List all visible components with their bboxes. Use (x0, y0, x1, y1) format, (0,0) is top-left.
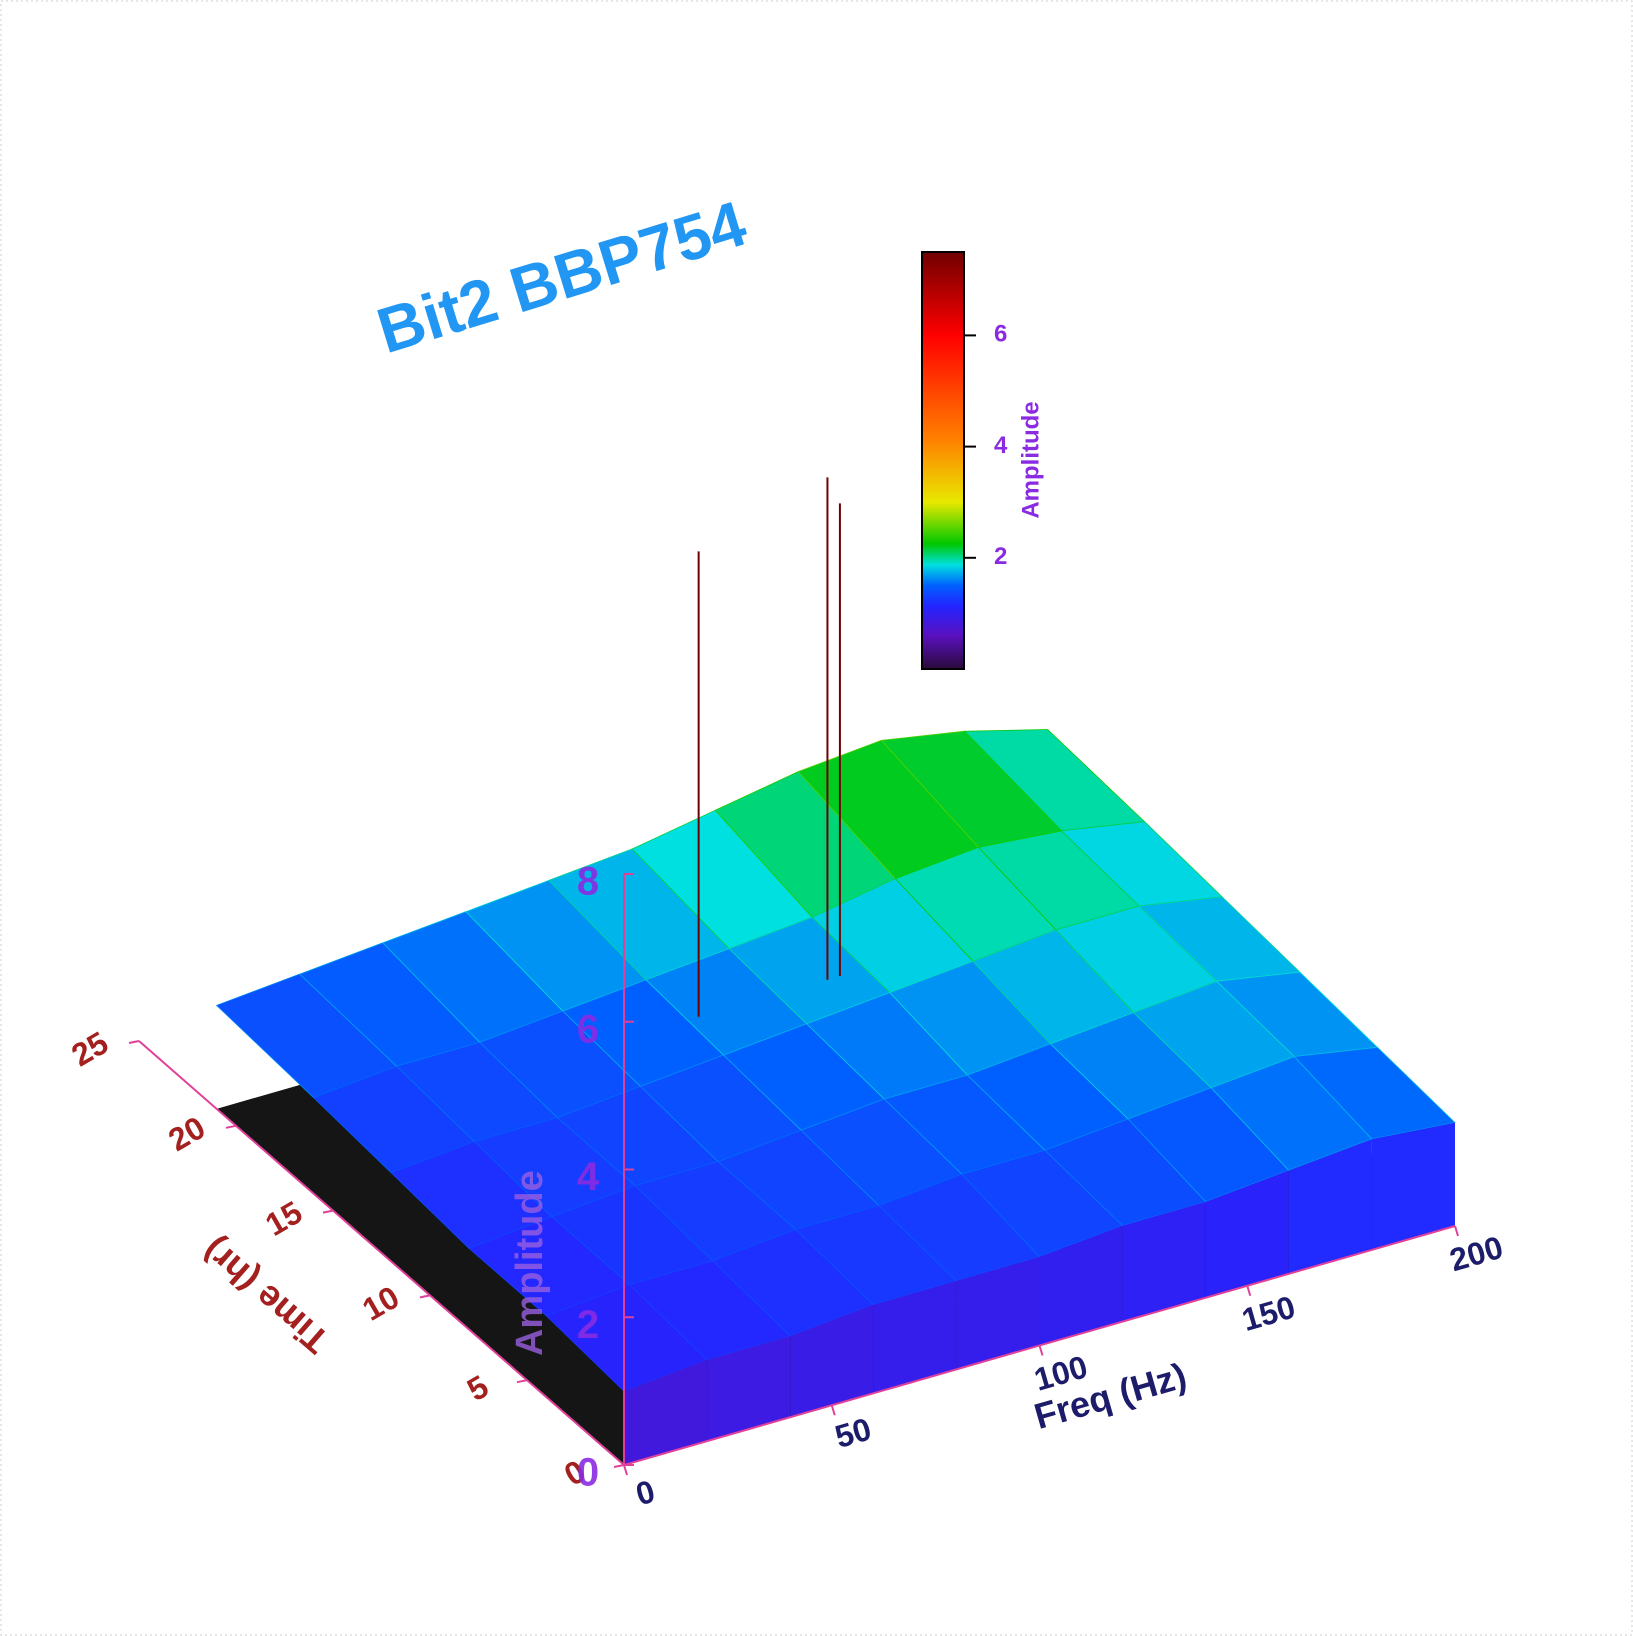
x-tick-label: 150 (1238, 1289, 1299, 1338)
x-tick (1038, 1345, 1044, 1356)
x-tick-label: 50 (831, 1411, 875, 1455)
surface-skirt (790, 1304, 874, 1418)
z-tick-label: 0 (577, 1451, 599, 1495)
surface-skirt (1371, 1122, 1455, 1250)
surface-skirt (873, 1280, 957, 1394)
x-tick (1246, 1285, 1252, 1297)
colorbar: Amplitude 2 4 6 (921, 251, 1044, 670)
y-axis (138, 1040, 625, 1466)
z-tick-label: 6 (577, 1007, 599, 1051)
x-tick (1454, 1225, 1459, 1237)
y-tick (225, 1124, 237, 1129)
surface-skirt (1205, 1170, 1289, 1298)
y-axis-label: Time (hr) (194, 1230, 337, 1362)
surface-skirt (707, 1335, 791, 1442)
y-tick (613, 1464, 625, 1468)
colorbar-tick-label: 2 (994, 543, 1007, 570)
z-axis-label: Amplitude (509, 1170, 551, 1356)
colorbar-scale (921, 251, 965, 670)
y-tick-label: 5 (461, 1368, 494, 1408)
z-tick-label: 8 (577, 860, 599, 904)
surface (215, 477, 1456, 1465)
surface-skirt (1122, 1201, 1206, 1322)
x-tick (830, 1404, 836, 1416)
y-tick (128, 1040, 140, 1044)
y-tick-label: 20 (162, 1109, 211, 1158)
x-tick-label: 0 (632, 1473, 659, 1513)
y-tick-label: 10 (356, 1279, 405, 1328)
y-tick (419, 1294, 431, 1299)
y-tick (322, 1209, 334, 1214)
surface-skirt (1039, 1225, 1123, 1346)
colorbar-tick-label: 6 (994, 321, 1007, 348)
surface-skirt (1288, 1139, 1372, 1274)
chart-title: Bit2 BBP754 (369, 187, 754, 367)
y-tick-label: 15 (259, 1194, 308, 1243)
colorbar-label: Amplitude (1017, 401, 1044, 518)
surface-skirt (956, 1256, 1040, 1370)
surface-skirt (624, 1359, 708, 1465)
x-tick (623, 1464, 628, 1476)
z-tick-label: 2 (577, 1303, 599, 1347)
z-tick-label: 4 (577, 1155, 600, 1199)
y-tick-label: 25 (65, 1024, 114, 1073)
y-tick (516, 1379, 528, 1384)
colorbar-tick-label: 4 (994, 432, 1008, 459)
x-tick-label: 200 (1446, 1229, 1507, 1278)
